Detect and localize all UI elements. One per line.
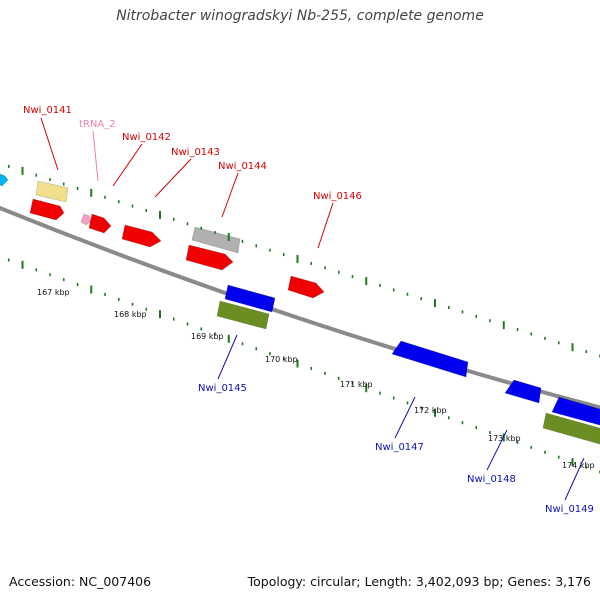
- kbp-label: 168 kbp: [114, 310, 147, 319]
- scale-ticks: [7, 164, 600, 474]
- gene-feature-cyan: [0, 173, 9, 187]
- gene-callout-line: [40, 117, 59, 171]
- gene-callout-line: [317, 202, 334, 249]
- genome-backbone: [0, 205, 600, 410]
- gene-callout-line: [217, 334, 238, 380]
- genome-summary-text: Topology: circular; Length: 3,402,093 bp…: [247, 574, 591, 589]
- kbp-label: 172 kbp: [414, 406, 447, 415]
- kbp-label: 169 kbp: [191, 332, 224, 341]
- gene-callout-line: [564, 457, 585, 501]
- gene-feature-olive: [216, 300, 270, 330]
- gene-label[interactable]: tRNA_2: [79, 119, 116, 130]
- gene-callout-line: [154, 158, 192, 198]
- gene-callout-line: [221, 172, 239, 218]
- gene-feature-blue: [504, 379, 542, 404]
- kbp-label: 167 kbp: [37, 288, 70, 297]
- gene-label[interactable]: Nwi_0147: [375, 442, 424, 453]
- gene-features: [0, 173, 600, 445]
- gene-label[interactable]: Nwi_0143: [171, 147, 220, 158]
- gene-label[interactable]: Nwi_0142: [122, 132, 171, 143]
- accession-text: Accession: NC_007406: [9, 574, 152, 589]
- gene-feature-red: [88, 213, 112, 234]
- gene-label[interactable]: Nwi_0149: [545, 504, 594, 515]
- gene-feature-red: [287, 275, 325, 299]
- gene-callout-line: [92, 130, 99, 182]
- gene-feature-red: [121, 224, 162, 248]
- gene-feature-red: [29, 198, 65, 221]
- kbp-label: 174 kbp: [562, 461, 595, 470]
- gene-label[interactable]: Nwi_0144: [218, 161, 267, 172]
- kbp-labels: 167 kbp 168 kbp 169 kbp 170 kbp 171 kbp 172 k…: [37, 288, 595, 470]
- gene-feature-blue: [391, 340, 469, 378]
- kbp-label: 170 kbp: [265, 355, 298, 364]
- gene-label[interactable]: Nwi_0141: [23, 105, 72, 116]
- gene-label[interactable]: Nwi_0148: [467, 474, 516, 485]
- map-title: Nitrobacter winogradskyi Nb-255, complet…: [116, 8, 484, 24]
- gene-feature-gray: [191, 226, 241, 254]
- gene-label[interactable]: Nwi_0146: [313, 191, 362, 202]
- gene-callout-line: [112, 143, 143, 187]
- gene-feature-blue: [551, 396, 600, 426]
- gene-feature-khaki: [35, 180, 69, 203]
- gene-label[interactable]: Nwi_0145: [198, 383, 247, 394]
- gene-feature-olive: [542, 412, 600, 445]
- gene-callout-line: [394, 396, 416, 439]
- gene-callout-line: [486, 429, 508, 471]
- gene-feature-blue: [224, 284, 276, 313]
- kbp-label: 171 kbp: [340, 380, 373, 389]
- kbp-label: 173 kbp: [488, 434, 521, 443]
- trna-feature-pink: [80, 213, 92, 226]
- gene-feature-red: [185, 244, 234, 271]
